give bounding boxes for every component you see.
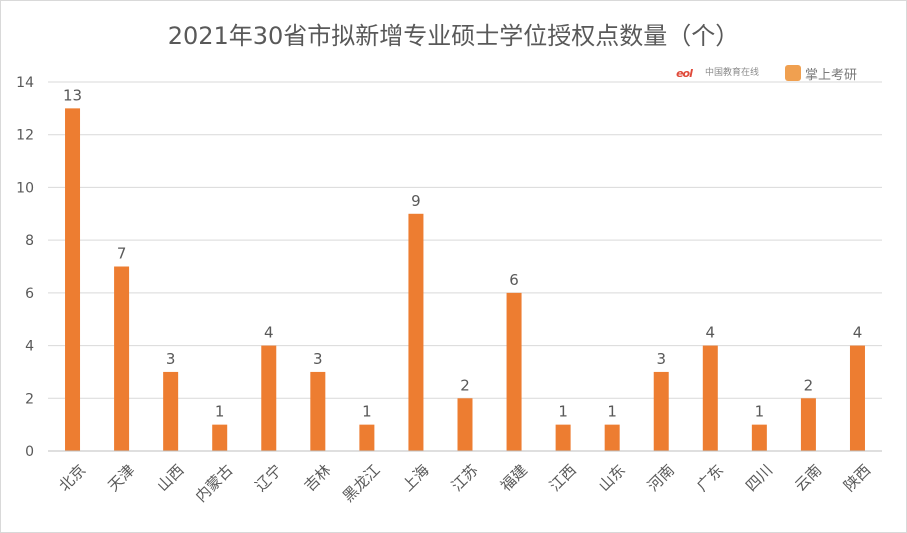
- eol-watermark: eol 中国教育在线: [667, 62, 759, 84]
- x-tick-label: 河南: [644, 461, 678, 495]
- data-label: 13: [63, 86, 82, 104]
- bar: [604, 424, 620, 451]
- bar: [114, 266, 130, 451]
- x-tick-label: 四川: [742, 461, 776, 495]
- data-label: 3: [656, 350, 666, 368]
- x-tick-label: 山西: [153, 461, 187, 495]
- data-label: 3: [313, 350, 323, 368]
- bar: [506, 292, 522, 451]
- y-tick-label: 8: [25, 233, 34, 249]
- data-label: 1: [755, 403, 765, 421]
- data-label: 1: [362, 403, 372, 421]
- x-tick-label: 吉林: [301, 461, 335, 495]
- bar: [702, 345, 718, 451]
- bar: [555, 424, 571, 451]
- kaoyan-brand-text: 掌上考研: [805, 67, 858, 83]
- x-tick-label: 江苏: [448, 461, 482, 495]
- data-label: 1: [215, 403, 225, 421]
- y-tick-label: 2: [25, 391, 34, 407]
- data-label: 4: [706, 324, 716, 342]
- bar: [408, 213, 424, 451]
- x-tick-label: 江西: [546, 461, 580, 495]
- x-tick-label: 北京: [55, 461, 89, 495]
- eol-logo-icon: eol: [676, 66, 693, 80]
- bar: [65, 108, 81, 451]
- y-tick-label: 14: [16, 75, 34, 91]
- bar: [751, 424, 767, 451]
- data-label: 3: [166, 350, 176, 368]
- y-tick-label: 4: [25, 339, 34, 355]
- data-label: 2: [804, 376, 814, 394]
- bar: [163, 371, 179, 451]
- x-tick-label: 山东: [595, 461, 629, 495]
- kaoyan-logo-icon: [785, 65, 801, 81]
- data-label: 7: [117, 245, 127, 263]
- bar: [310, 371, 326, 451]
- x-tick-label: 福建: [497, 461, 531, 495]
- x-tick-label: 内蒙古: [192, 461, 237, 506]
- bar: [800, 398, 816, 451]
- data-label: 9: [411, 192, 421, 210]
- data-label: 2: [460, 376, 470, 394]
- bar: [212, 424, 228, 451]
- bar: [653, 371, 669, 451]
- data-label: 6: [509, 271, 519, 289]
- y-tick-label: 10: [16, 180, 34, 196]
- data-label: 4: [853, 324, 863, 342]
- bar: [261, 345, 277, 451]
- bar: [457, 398, 473, 451]
- chart-title: 2021年30省市拟新增专业硕士学位授权点数量（个）: [167, 22, 740, 50]
- kaoyan-watermark: 掌上考研: [785, 62, 857, 84]
- y-tick-label: 6: [25, 286, 34, 302]
- y-tick-label: 0: [25, 444, 34, 460]
- x-tick-label: 黑龙江: [339, 461, 384, 506]
- x-tick-label: 辽宁: [252, 461, 286, 495]
- bar: [849, 345, 865, 451]
- x-tick-label: 云南: [791, 461, 825, 495]
- x-tick-label: 广东: [693, 461, 727, 495]
- x-tick-label: 上海: [399, 461, 433, 495]
- bar: [359, 424, 375, 451]
- data-label: 1: [607, 403, 617, 421]
- data-label: 1: [558, 403, 568, 421]
- x-tick-label: 陕西: [840, 461, 874, 495]
- eol-brand-text: 中国教育在线: [705, 68, 760, 78]
- y-tick-label: 12: [16, 128, 34, 144]
- x-tick-label: 天津: [104, 461, 138, 495]
- data-label: 4: [264, 324, 274, 342]
